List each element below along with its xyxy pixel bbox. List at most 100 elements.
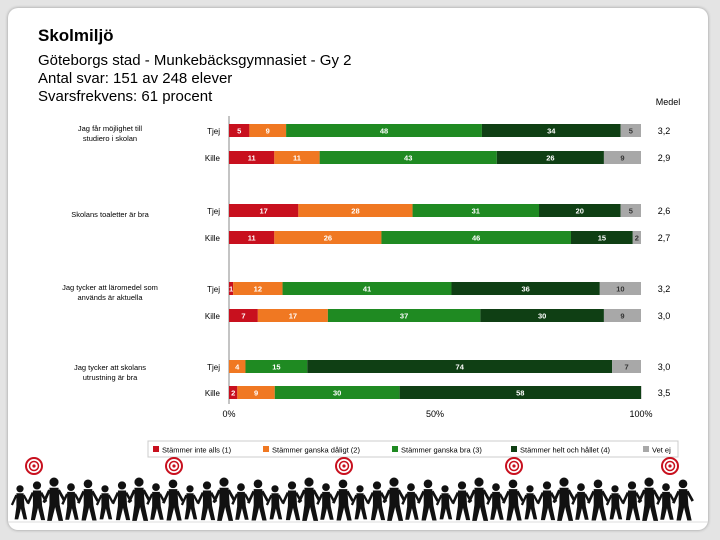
person-silhouette: [316, 482, 336, 521]
person-silhouette: [671, 478, 695, 522]
mean-value: 2,9: [658, 153, 671, 163]
group-label: Tjej: [207, 207, 220, 216]
person-silhouette: [76, 478, 100, 522]
bar-value-label: 5: [237, 127, 241, 136]
bar-segment: [641, 386, 642, 399]
person-silhouette: [161, 478, 185, 522]
bar-segment: [274, 151, 320, 164]
bar-value-label: 4: [235, 363, 240, 372]
person-silhouette: [552, 476, 576, 523]
bar-segment: [229, 386, 238, 399]
group-label: Tjej: [207, 363, 220, 372]
group-label: Kille: [205, 154, 221, 163]
bar-value-label: 1: [229, 285, 233, 294]
mean-value: 3,0: [658, 362, 671, 372]
bar-segment: [381, 231, 571, 244]
bar-value-label: 36: [521, 285, 529, 294]
person-silhouette: [401, 482, 421, 521]
bar-value-label: 9: [254, 389, 258, 398]
footer-decoration: [8, 457, 708, 523]
mean-value: 3,0: [658, 311, 671, 321]
legend-swatch: [263, 446, 269, 452]
mean-value: 2,7: [658, 233, 671, 243]
x-tick-label: 100%: [629, 409, 652, 419]
bar-value-label: 9: [620, 154, 624, 163]
bar-segment: [632, 231, 641, 244]
question-label: Jag tycker att skolans: [74, 363, 146, 372]
legend-swatch: [643, 446, 649, 452]
bar-value-label: 58: [516, 389, 524, 398]
group-label: Kille: [205, 312, 221, 321]
person-silhouette: [331, 478, 355, 522]
person-silhouette: [146, 482, 166, 521]
bar-segment: [286, 124, 482, 137]
mean-value: 3,2: [658, 284, 671, 294]
target-icon: [661, 457, 679, 475]
bar-value-label: 43: [404, 154, 412, 163]
question-label: studiero i skolan: [83, 134, 137, 143]
group-label: Kille: [205, 234, 221, 243]
person-silhouette: [231, 482, 251, 521]
person-silhouette: [127, 476, 151, 523]
person-silhouette: [265, 484, 285, 521]
bar-value-label: 5: [629, 127, 633, 136]
bar-segment: [245, 360, 308, 373]
bar-segment: [229, 309, 258, 322]
bar-value-label: 15: [598, 234, 606, 243]
mean-value: 3,5: [658, 388, 671, 398]
bar-value-label: 26: [324, 234, 332, 243]
bar-segment: [233, 282, 283, 295]
bar-segment: [249, 124, 287, 137]
bar-segment: [620, 204, 641, 217]
person-silhouette: [520, 484, 540, 521]
bar-segment: [307, 360, 613, 373]
bar-segment: [451, 282, 600, 295]
subtitle-response-rate: Svarsfrekvens: 61 procent: [38, 88, 213, 105]
target-icon: [335, 457, 353, 475]
bar-value-label: 46: [472, 234, 480, 243]
group-label: Tjej: [207, 285, 220, 294]
bar-value-label: 17: [289, 312, 297, 321]
question-label: används är aktuella: [77, 293, 143, 302]
bar-value-label: 48: [380, 127, 388, 136]
question-label: Jag får möjlighet till: [78, 124, 143, 133]
bar-segment: [237, 386, 275, 399]
bar-segment: [229, 231, 275, 244]
subtitle-respondents: Antal svar: 151 av 248 elever: [38, 70, 233, 87]
target-icon: [25, 457, 43, 475]
bar-value-label: 10: [616, 285, 624, 294]
person-silhouette: [571, 482, 591, 521]
bar-segment: [599, 282, 641, 295]
bar-segment: [496, 151, 604, 164]
person-silhouette: [435, 484, 455, 521]
bar-value-label: 7: [624, 363, 628, 372]
bar-segment: [274, 386, 400, 399]
bar-value-label: 31: [472, 207, 480, 216]
bar-value-label: 34: [547, 127, 556, 136]
legend-swatch: [153, 446, 159, 452]
bar-segment: [603, 309, 641, 322]
bar-segment: [229, 204, 299, 217]
bar-segment: [570, 231, 633, 244]
bar-value-label: 30: [538, 312, 546, 321]
legend-label: Stämmer ganska dåligt (2): [272, 446, 360, 455]
legend-swatch: [511, 446, 517, 452]
person-silhouette: [95, 484, 115, 521]
legend-swatch: [392, 446, 398, 452]
person-silhouette: [297, 476, 321, 523]
legend-box: [147, 440, 679, 458]
person-silhouette: [605, 484, 625, 521]
question-label: Skolans toaletter är bra: [71, 210, 149, 219]
bar-segment: [327, 309, 481, 322]
bar-value-label: 11: [248, 234, 256, 243]
target-icon: [505, 457, 523, 475]
bar-segment: [612, 360, 641, 373]
legend-label: Stämmer ganska bra (3): [401, 446, 482, 455]
mean-value: 2,6: [658, 206, 671, 216]
bar-segment: [412, 204, 540, 217]
bar-segment: [620, 124, 641, 137]
person-silhouette: [61, 482, 81, 521]
bar-value-label: 17: [260, 207, 268, 216]
slide: Skolmiljö Göteborgs stad - Munkebäcksgym…: [8, 8, 708, 530]
